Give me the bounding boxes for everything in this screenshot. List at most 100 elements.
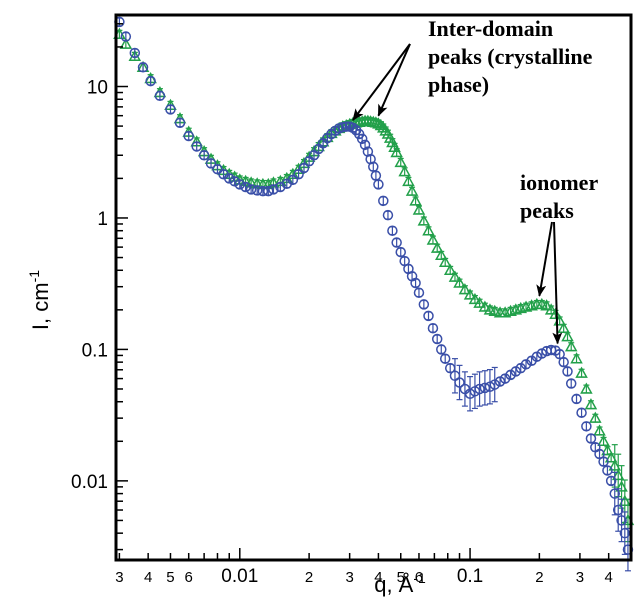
plot-area — [113, 16, 635, 572]
data-point — [412, 203, 426, 215]
data-point — [564, 340, 578, 352]
data-point — [443, 263, 457, 276]
data-point — [454, 377, 465, 388]
data-point — [191, 141, 202, 152]
data-point — [390, 145, 403, 158]
data-point — [561, 330, 574, 342]
data-point — [581, 421, 592, 432]
data-point — [439, 353, 451, 364]
y-tick-label: 10 — [87, 78, 108, 99]
annotation-arrow — [536, 221, 553, 297]
data-point — [570, 352, 583, 364]
data-point — [589, 411, 602, 423]
data-point — [275, 181, 286, 193]
data-point — [557, 321, 570, 333]
data-point — [540, 299, 553, 311]
x-axis: 3 4 5 6 0.01 2 3 4 5 6 0.1 2 3 4 — [115, 548, 613, 587]
data-point — [618, 494, 632, 506]
data-point — [597, 434, 610, 447]
data-point — [562, 366, 573, 377]
data-point — [489, 379, 500, 390]
x-tick-label: 3 — [115, 569, 123, 586]
annotation-text: peaks — [520, 198, 574, 223]
data-point — [598, 456, 609, 467]
data-point — [605, 475, 617, 487]
data-point — [423, 310, 434, 322]
annotation-arrow — [552, 221, 563, 345]
data-point — [410, 277, 421, 289]
data-point — [549, 307, 562, 320]
data-point — [405, 184, 419, 196]
data-point — [435, 248, 448, 261]
x-tick-label: 4 — [374, 569, 382, 586]
y-tick-label: 1 — [97, 209, 108, 230]
data-point — [298, 162, 310, 174]
data-point — [619, 527, 631, 539]
data-point — [426, 233, 440, 245]
data-point — [387, 225, 398, 236]
data-point — [418, 299, 430, 310]
x-tick-label: 2 — [305, 569, 313, 586]
data-point — [229, 176, 240, 187]
series-circle — [114, 16, 634, 572]
y-axis: 10 1 0.1 0.01 — [71, 23, 128, 551]
data-point — [263, 185, 274, 197]
data-point — [430, 241, 444, 253]
annotation-arrow — [352, 43, 411, 121]
annotation-text: Inter-domain — [428, 16, 553, 41]
data-point — [120, 31, 132, 42]
data-point — [453, 276, 466, 288]
data-point — [391, 237, 402, 248]
annotation-text: ionomer — [520, 170, 598, 195]
data-point — [240, 181, 251, 193]
data-point — [212, 163, 223, 175]
data-point — [580, 382, 593, 394]
annotation-text: peaks (crystalline — [428, 44, 593, 69]
x-tick-label: 3 — [345, 569, 353, 586]
data-point — [488, 304, 502, 317]
annotation-text: phase) — [428, 72, 489, 97]
x-tick-label: 3 — [576, 569, 584, 586]
data-point — [129, 47, 141, 59]
data-point — [287, 174, 299, 186]
y-tick-label: 0.1 — [82, 340, 108, 361]
data-point — [615, 480, 628, 492]
data-point — [602, 465, 613, 476]
data-point — [463, 288, 477, 300]
data-point — [154, 90, 166, 102]
x-tick-label: 6 — [415, 569, 423, 586]
data-point — [436, 344, 447, 355]
x-tick-label: 6 — [185, 569, 193, 586]
data-point — [576, 407, 587, 418]
data-point — [356, 133, 368, 145]
data-point — [422, 224, 435, 236]
data-point — [554, 348, 565, 360]
y-tick-label: 0.01 — [71, 472, 108, 493]
data-point — [612, 504, 624, 516]
data-point — [382, 209, 394, 221]
annotation-arrow — [377, 43, 411, 117]
y-axis-label: I, cm-1 — [26, 270, 53, 330]
data-point — [395, 246, 406, 258]
data-point — [601, 444, 614, 456]
data-point — [438, 255, 452, 268]
data-point — [245, 184, 257, 195]
data-point — [417, 214, 431, 226]
data-point — [575, 366, 588, 378]
data-point — [571, 393, 582, 405]
data-point — [448, 270, 462, 282]
data-point — [251, 185, 263, 196]
data-point — [558, 356, 569, 368]
data-point — [341, 121, 352, 132]
x-axis-label: q, Å-1 — [374, 570, 426, 597]
data-point — [165, 104, 176, 115]
data-point — [128, 49, 142, 61]
data-point — [257, 185, 269, 197]
data-point — [544, 303, 558, 315]
data-point — [584, 398, 598, 410]
x-tick-label: 5 — [397, 569, 405, 586]
x-tick-label: 5 — [166, 569, 174, 586]
data-point — [198, 149, 210, 161]
data-point — [616, 515, 627, 526]
